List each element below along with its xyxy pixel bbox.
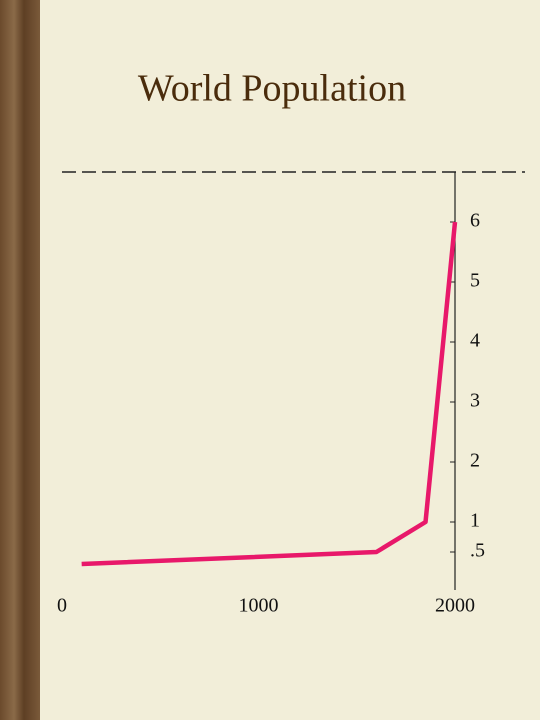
y-tick-label: .5 bbox=[470, 540, 485, 562]
population-line bbox=[81, 221, 458, 567]
x-tick-label: 0 bbox=[57, 595, 67, 617]
y-tick-label: 4 bbox=[470, 330, 480, 352]
marble-border bbox=[0, 0, 40, 720]
y-tick-label: 3 bbox=[470, 390, 480, 412]
x-tick-label: 2000 bbox=[435, 595, 475, 617]
y-tick-label: 1 bbox=[470, 510, 480, 532]
y-tick-label: 2 bbox=[470, 450, 480, 472]
y-tick-label: 6 bbox=[470, 210, 480, 232]
chart-title: World Population bbox=[138, 68, 406, 110]
y-tick-label: 5 bbox=[470, 270, 480, 292]
x-tick-label: 1000 bbox=[239, 595, 279, 617]
